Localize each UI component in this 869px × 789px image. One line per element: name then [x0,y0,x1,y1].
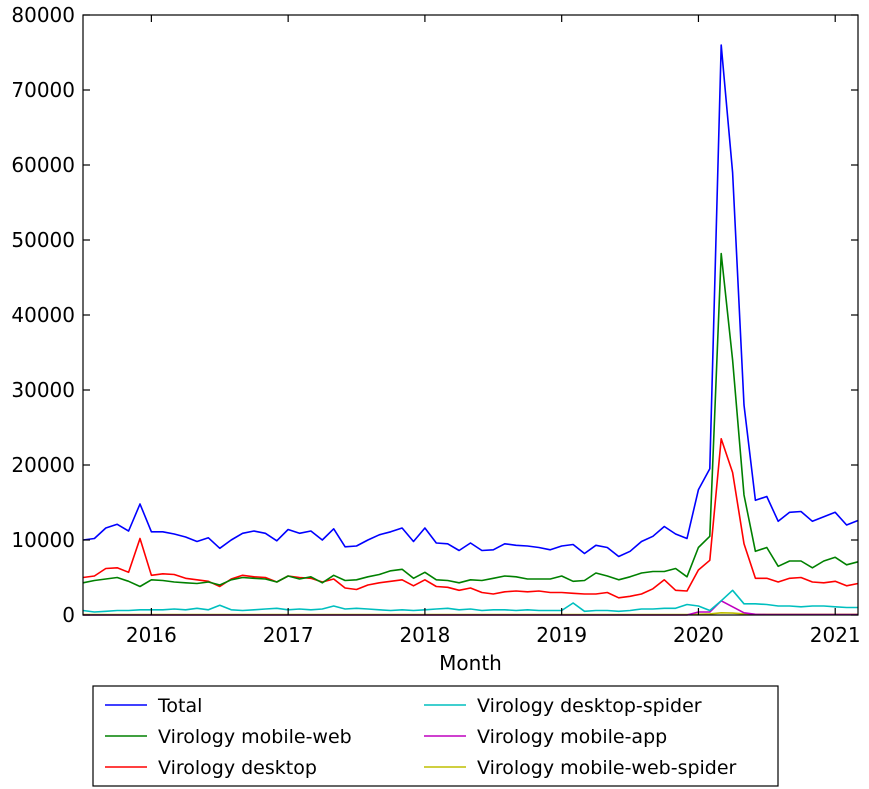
legend-label-mobile-web-spider: Virology mobile-web-spider [477,757,737,779]
x-tick-label: 2018 [399,623,450,647]
y-tick-label: 0 [62,603,75,627]
legend-label-total: Total [157,695,202,717]
y-tick-label: 30000 [11,378,75,402]
y-tick-label: 80000 [11,3,75,27]
y-tick-label: 60000 [11,153,75,177]
y-axis: 0 10000 20000 30000 40000 50000 60000 70000 8000… [11,3,858,627]
y-tick-label: 20000 [11,453,75,477]
legend-label-desktop: Virology desktop [158,757,317,779]
legend-label-desktop-spider: Virology desktop-spider [477,695,702,717]
x-axis: 2016 2017 2018 2019 2020 2021 [126,15,861,647]
legend-label-mobile-app: Virology mobile-app [477,726,667,748]
series-line-total [82,44,859,558]
y-tick-label: 40000 [11,303,75,327]
x-tick-label: 2019 [536,623,587,647]
y-tick-label: 50000 [11,228,75,252]
x-tick-label: 2016 [126,623,177,647]
x-tick-label: 2020 [673,623,724,647]
y-tick-label: 70000 [11,78,75,102]
legend: Total Virology mobile-web Virology desktop… [92,685,779,787]
series-line-desktop-spider [82,589,858,613]
series-layer [82,44,859,616]
legend-label-mobile-web: Virology mobile-web [158,726,352,748]
x-tick-label: 2021 [810,623,861,647]
x-axis-label: Month [439,651,502,675]
x-tick-label: 2017 [263,623,314,647]
y-tick-label: 10000 [11,528,75,552]
series-line-mobile-web [82,252,859,588]
